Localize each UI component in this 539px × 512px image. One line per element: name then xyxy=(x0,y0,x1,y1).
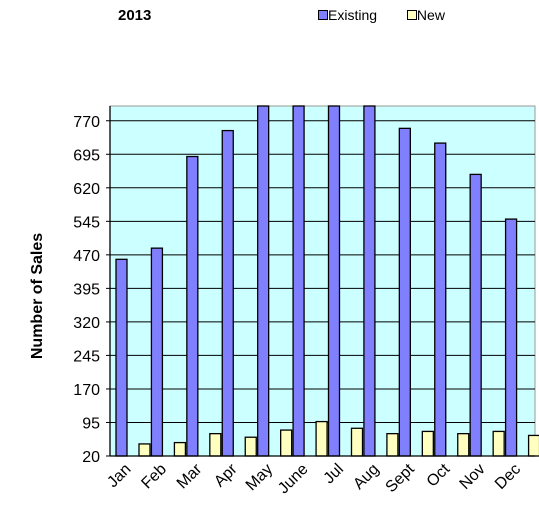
legend-new: New xyxy=(406,7,445,23)
legend-swatch-new xyxy=(406,10,417,20)
chart-title: 2013 xyxy=(118,7,152,24)
y-tick-label: 95 xyxy=(82,415,100,432)
bar-new-nov xyxy=(492,430,505,457)
y-tick-label: 695 xyxy=(73,147,100,164)
x-tick-label: Oct xyxy=(424,460,454,490)
bar-existing-feb xyxy=(150,247,164,457)
x-tick-label: Nov xyxy=(457,461,489,493)
bar-new-june xyxy=(315,420,328,457)
bar-new-feb xyxy=(173,441,187,457)
x-tick-label: Mar xyxy=(174,460,206,492)
x-tick-label: Feb xyxy=(138,461,170,493)
x-tick-label: Apr xyxy=(211,460,241,490)
bar-existing-sept xyxy=(398,127,411,457)
bar-existing-oct xyxy=(434,142,447,457)
y-tick-label: 545 xyxy=(73,214,100,231)
y-axis-label: Number of Sales xyxy=(29,233,46,359)
bar-new-apr xyxy=(244,436,257,457)
bar-new-dec xyxy=(527,434,539,457)
x-tick-label: Jan xyxy=(104,461,134,491)
y-tick-label: 320 xyxy=(73,315,100,332)
x-tick-label: Jul xyxy=(321,461,347,487)
bar-existing-mar xyxy=(186,155,199,457)
bar-existing-jan xyxy=(115,258,128,457)
bar-new-oct xyxy=(457,433,470,457)
y-tick-label: 170 xyxy=(73,382,100,399)
legend-existing: Existing xyxy=(318,7,381,23)
x-tick-label: May xyxy=(243,461,276,494)
bar-existing-june xyxy=(292,105,305,457)
bar-existing-jul xyxy=(327,105,341,457)
legend-swatch-existing xyxy=(318,10,328,20)
legend: Existing New xyxy=(318,7,445,23)
bar-existing-aug xyxy=(363,105,376,457)
y-tick-label: 20 xyxy=(82,449,100,466)
x-tick-label: Dec xyxy=(492,461,524,493)
y-tick-label: 470 xyxy=(73,248,100,265)
bar-new-jul xyxy=(350,427,364,457)
y-tick-label: 620 xyxy=(73,181,100,198)
y-tick-label: 245 xyxy=(73,348,100,365)
bar-existing-dec xyxy=(504,218,518,457)
legend-label-new: New xyxy=(416,7,445,23)
y-tick-label: 395 xyxy=(73,281,100,298)
bar-new-mar xyxy=(209,433,222,457)
bar-new-may xyxy=(280,429,293,457)
x-tick-label: June xyxy=(275,461,312,498)
bar-new-aug xyxy=(386,433,399,457)
bar-existing-nov xyxy=(469,173,482,457)
bar-new-jan xyxy=(138,443,151,457)
x-tick-label: Sept xyxy=(383,460,419,496)
bar-new-sept xyxy=(421,430,434,457)
x-tick-label: Aug xyxy=(350,461,382,493)
bar-existing-apr xyxy=(221,129,234,457)
legend-label-existing: Existing xyxy=(328,7,378,23)
bar-existing-may xyxy=(257,105,270,457)
y-tick-label: 770 xyxy=(73,114,100,131)
